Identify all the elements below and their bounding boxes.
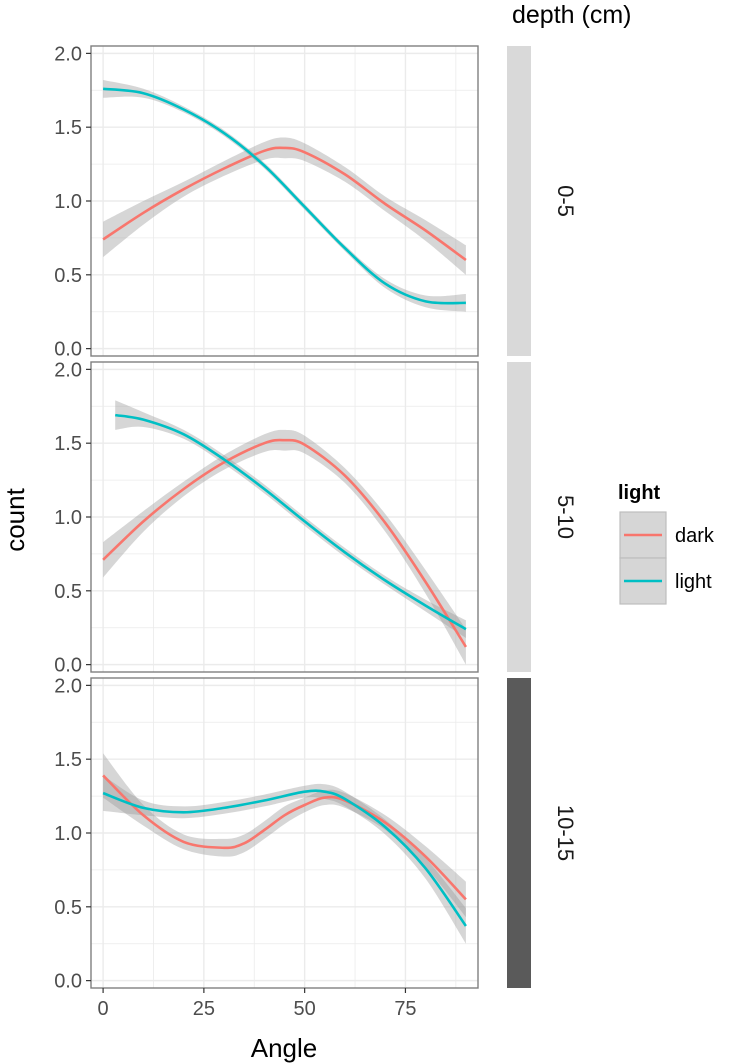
x-axis: 0 25 50 75 (98, 988, 417, 1020)
series-line-light (102, 87, 466, 305)
y-tick-label: 2.0 (54, 675, 82, 697)
y-tick-label: 1.5 (54, 433, 82, 455)
y-tick-label: 0.5 (54, 897, 82, 919)
panel-0-5: 0.0 0.5 1.0 1.5 2.0 (54, 43, 479, 361)
series-line-dark (102, 146, 467, 262)
x-axis-title: Angle (251, 1033, 318, 1063)
ribbon-light (115, 400, 466, 638)
y-tick-label: 2.0 (54, 359, 82, 381)
strips-layer: 0-5 5-10 10-15 (507, 46, 578, 988)
panel-5-10: 0.0 0.5 1.0 1.5 2.0 (54, 359, 479, 677)
y-tick-label: 1.0 (54, 191, 82, 213)
legend-title: light (618, 482, 661, 504)
legend: light dark light (618, 482, 715, 605)
y-tick-label: 0.0 (54, 971, 82, 993)
series-line-light (102, 789, 467, 927)
panels-layer: 0.00.51.01.52.00.00.51.01.52.00.00.51.01… (54, 43, 479, 1020)
strip-10-15 (507, 678, 531, 988)
series-line-dark (102, 774, 467, 901)
y-tick-label: 1.0 (54, 823, 82, 845)
strip-label: 0-5 (553, 185, 578, 217)
strip-0-5 (507, 46, 531, 356)
series-line-light (114, 413, 467, 631)
y-tick-label: 0.0 (54, 655, 82, 677)
x-tick-label: 25 (193, 998, 215, 1020)
y-tick-label: 1.0 (54, 507, 82, 529)
y-tick-label: 0.5 (54, 265, 82, 287)
strip-label: 5-10 (553, 495, 578, 539)
panel-10-15: 0.0 0.5 1.0 1.5 2.0 (54, 675, 479, 993)
ribbon-dark (103, 137, 466, 275)
x-tick-label: 75 (394, 998, 416, 1020)
legend-entries: dark light (619, 511, 715, 605)
y-tick-label: 1.5 (54, 117, 82, 139)
legend-label-dark: dark (675, 525, 715, 547)
y-tick-label: 1.5 (54, 749, 82, 771)
x-tick-label: 0 (98, 998, 109, 1020)
y-tick-label: 0.5 (54, 581, 82, 603)
y-axis-title: count (0, 487, 30, 551)
strip-5-10 (507, 362, 531, 672)
legend-label-light: light (675, 571, 712, 593)
series-line-dark (102, 438, 468, 648)
y-tick-label: 0.0 (54, 339, 82, 361)
strip-label: 10-15 (553, 805, 578, 861)
y-tick-label: 2.0 (54, 43, 82, 65)
ribbon-dark (103, 429, 466, 665)
facet-title: depth (cm) (512, 1, 631, 29)
x-tick-label: 50 (294, 998, 316, 1020)
